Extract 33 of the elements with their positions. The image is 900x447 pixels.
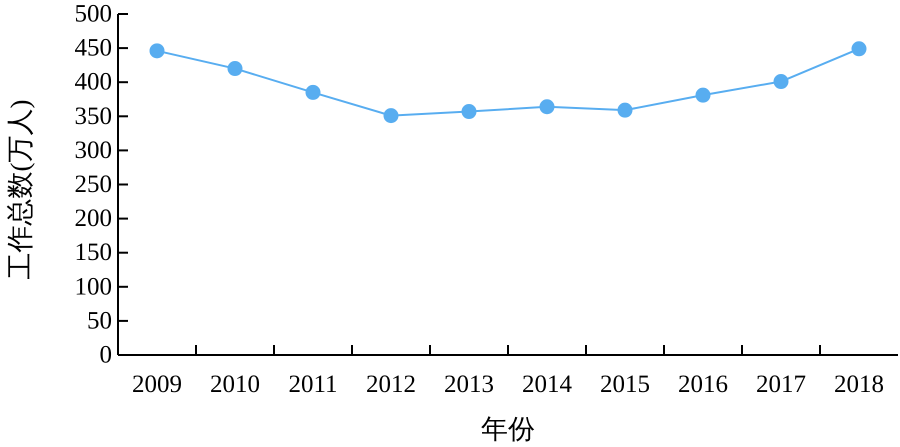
point bbox=[228, 61, 242, 76]
y-tick-label: 350 bbox=[74, 102, 112, 130]
point bbox=[306, 84, 320, 100]
point bbox=[774, 74, 788, 90]
x-tick-label: 2010 bbox=[210, 371, 260, 398]
y-tick-label: 200 bbox=[74, 205, 112, 232]
y-tick-label: 300 bbox=[74, 136, 112, 164]
y-axis-title: 工作总数(万人) bbox=[5, 100, 35, 280]
point bbox=[462, 104, 476, 120]
x-tick-label: 2016 bbox=[678, 371, 728, 398]
x-axis-title: 年份 bbox=[481, 414, 535, 444]
y-tick-label: 50 bbox=[87, 307, 112, 334]
y-tick-label: 150 bbox=[74, 239, 112, 266]
y-tick-label: 500 bbox=[74, 0, 112, 28]
y-tick-label: 100 bbox=[74, 273, 112, 300]
y-tick-label: 0 bbox=[100, 342, 112, 368]
x-tick-label: 2012 bbox=[366, 371, 416, 398]
x-tick-label: 2014 bbox=[522, 371, 572, 398]
x-tick-label: 2013 bbox=[444, 371, 494, 398]
x-tick-label: 2015 bbox=[600, 371, 650, 398]
x-tick-label: 2018 bbox=[834, 371, 884, 398]
x-tick-label: 2011 bbox=[288, 371, 338, 398]
y-tick-label: 450 bbox=[74, 34, 112, 62]
point bbox=[150, 43, 164, 58]
point bbox=[852, 41, 866, 56]
point bbox=[618, 102, 632, 118]
x-tick-label: 2017 bbox=[756, 371, 806, 398]
point bbox=[384, 108, 398, 124]
point bbox=[696, 88, 710, 103]
y-tick-label: 250 bbox=[74, 171, 112, 198]
x-tick-label: 2009 bbox=[132, 371, 182, 398]
point bbox=[540, 99, 554, 114]
y-tick-label: 400 bbox=[74, 68, 112, 96]
